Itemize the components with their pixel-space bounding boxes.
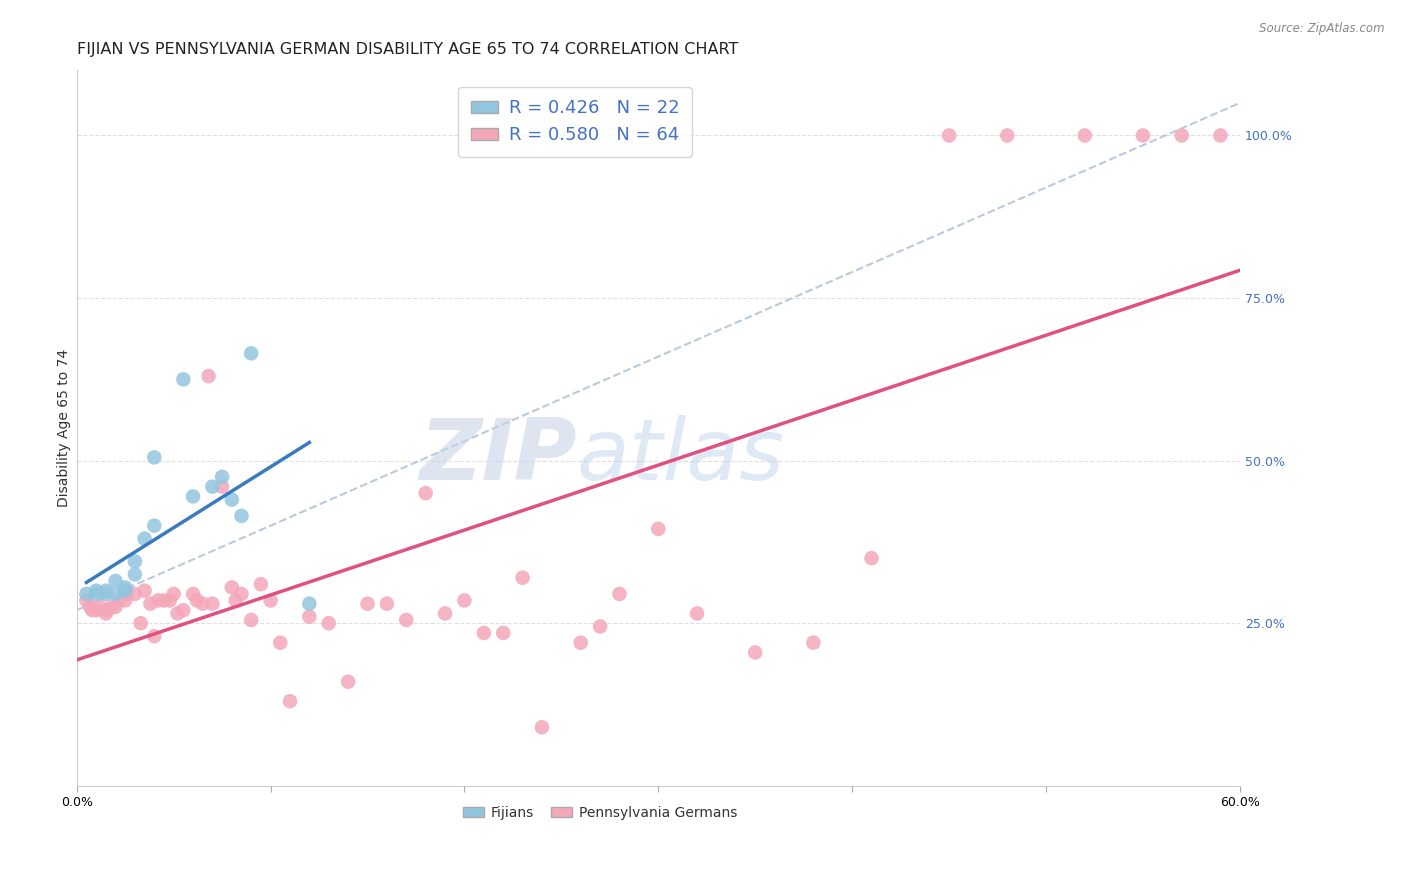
Point: [134, 583, 156, 598]
Text: FIJIAN VS PENNSYLVANIA GERMAN DISABILITY AGE 65 TO 74 CORRELATION CHART: FIJIAN VS PENNSYLVANIA GERMAN DISABILITY…: [77, 42, 738, 57]
Point: [97, 603, 120, 617]
Point: [75, 593, 97, 607]
Point: [589, 619, 612, 633]
Point: [94, 607, 117, 621]
Point: [337, 674, 360, 689]
Point: [153, 593, 176, 607]
Point: [186, 593, 208, 607]
Point: [1132, 128, 1154, 143]
Point: [94, 583, 117, 598]
Point: [163, 587, 186, 601]
Point: [647, 522, 669, 536]
Point: [104, 574, 127, 588]
Point: [318, 616, 340, 631]
Text: Source: ZipAtlas.com: Source: ZipAtlas.com: [1260, 22, 1385, 36]
Point: [79, 599, 101, 614]
Point: [472, 626, 495, 640]
Point: [259, 593, 281, 607]
Point: [89, 599, 111, 614]
Point: [100, 599, 122, 614]
Point: [84, 603, 107, 617]
Point: [191, 597, 214, 611]
Point: [134, 532, 156, 546]
Text: atlas: atlas: [576, 415, 785, 499]
Point: [298, 609, 321, 624]
Point: [124, 554, 146, 568]
Y-axis label: Disability Age 65 to 74: Disability Age 65 to 74: [58, 349, 72, 508]
Point: [114, 593, 136, 607]
Point: [225, 593, 247, 607]
Point: [104, 599, 127, 614]
Point: [139, 597, 162, 611]
Point: [240, 346, 263, 360]
Legend: Fijians, Pennsylvania Germans: Fijians, Pennsylvania Germans: [458, 800, 742, 825]
Point: [115, 587, 138, 601]
Point: [512, 571, 534, 585]
Point: [181, 489, 204, 503]
Point: [995, 128, 1018, 143]
Point: [240, 613, 263, 627]
Point: [124, 567, 146, 582]
Point: [146, 593, 169, 607]
Point: [211, 470, 233, 484]
Point: [250, 577, 273, 591]
Point: [744, 645, 766, 659]
Point: [434, 607, 457, 621]
Point: [938, 128, 960, 143]
Point: [395, 613, 418, 627]
Point: [108, 593, 131, 607]
Point: [1209, 128, 1232, 143]
Point: [114, 583, 136, 598]
Point: [801, 636, 824, 650]
Point: [75, 587, 97, 601]
Point: [298, 597, 321, 611]
Text: ZIP: ZIP: [419, 415, 576, 499]
Point: [492, 626, 515, 640]
Point: [1170, 128, 1192, 143]
Point: [84, 583, 107, 598]
Point: [609, 587, 631, 601]
Point: [221, 492, 243, 507]
Point: [860, 551, 883, 566]
Point: [201, 597, 224, 611]
Point: [172, 372, 194, 386]
Point: [278, 694, 301, 708]
Point: [415, 486, 437, 500]
Point: [84, 587, 107, 601]
Point: [172, 603, 194, 617]
Point: [82, 603, 104, 617]
Point: [201, 480, 224, 494]
Point: [211, 480, 233, 494]
Point: [94, 587, 117, 601]
Point: [124, 587, 146, 601]
Point: [530, 720, 553, 734]
Point: [269, 636, 291, 650]
Point: [1074, 128, 1097, 143]
Point: [143, 450, 166, 465]
Point: [104, 587, 127, 601]
Point: [159, 593, 181, 607]
Point: [181, 587, 204, 601]
Point: [143, 518, 166, 533]
Point: [686, 607, 709, 621]
Point: [375, 597, 398, 611]
Point: [231, 587, 253, 601]
Point: [453, 593, 475, 607]
Point: [143, 629, 166, 643]
Point: [569, 636, 592, 650]
Point: [129, 616, 152, 631]
Point: [356, 597, 378, 611]
Point: [197, 369, 219, 384]
Point: [221, 581, 243, 595]
Point: [166, 607, 188, 621]
Point: [114, 581, 136, 595]
Point: [231, 508, 253, 523]
